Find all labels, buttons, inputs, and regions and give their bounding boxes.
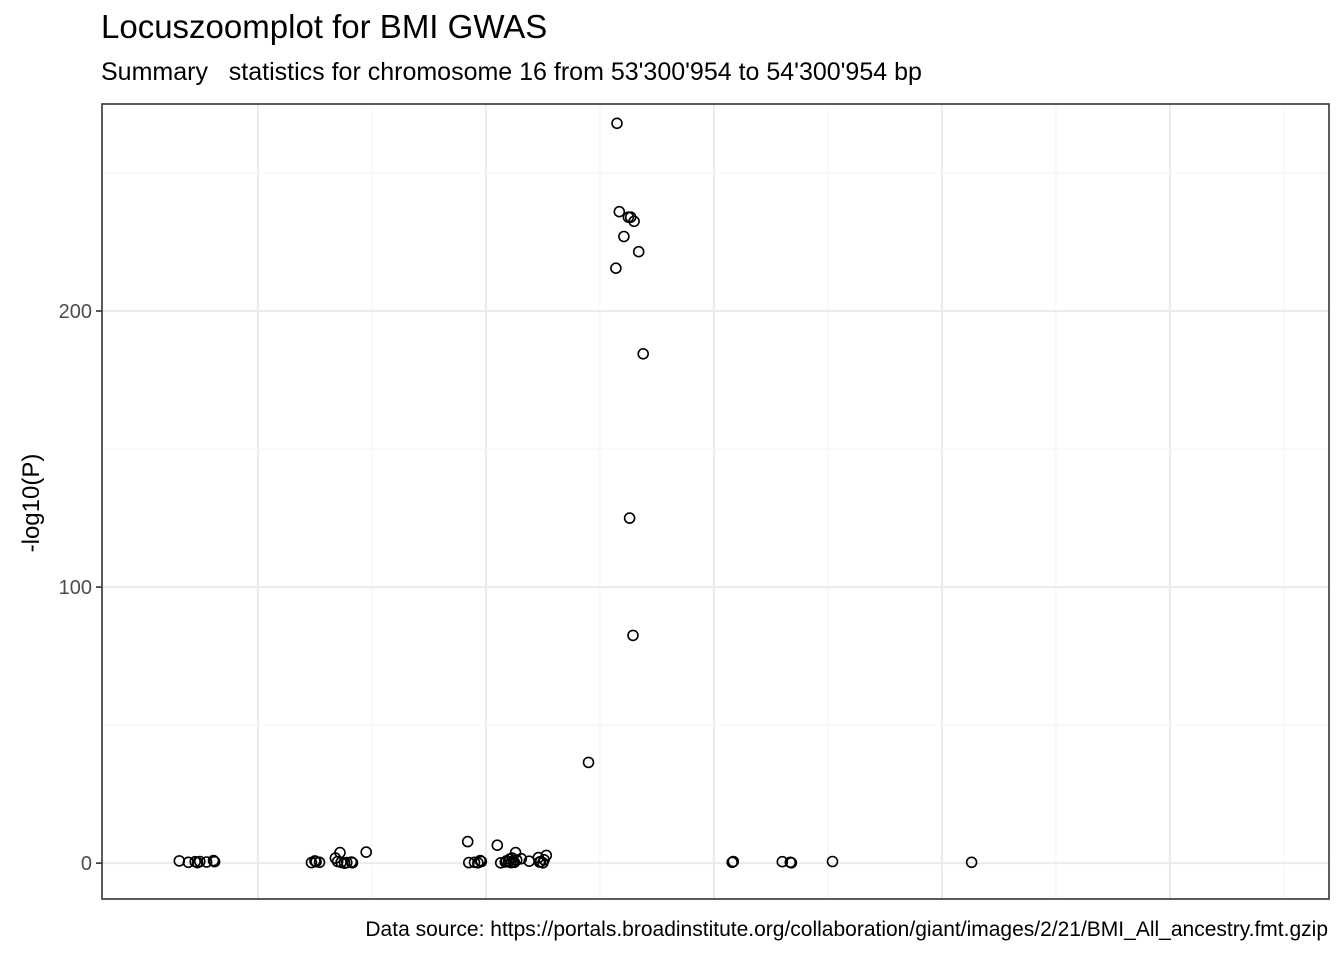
data-point [727,855,740,868]
data-point [826,855,839,868]
data-point [475,855,488,868]
data-point [965,856,978,869]
data-points [173,117,978,869]
data-point [611,117,623,130]
grid-lines [102,104,1329,899]
data-point [623,512,636,524]
y-tick-label: 100 [59,577,92,599]
y-axis: 0 100 200 [59,301,102,875]
data-point [200,856,213,868]
data-point [628,215,640,228]
data-point [313,856,326,869]
data-point [194,855,206,868]
chart-title: Locuszoomplot for BMI GWAS [101,8,548,45]
data-point [510,854,523,866]
data-point [637,347,650,360]
chart-caption: Data source: https://portals.broadinstit… [365,918,1328,941]
data-point [509,846,522,859]
data-point [208,855,221,868]
y-axis-title: -log10(P) [18,454,45,553]
data-point [340,856,353,869]
y-tick-label: 0 [81,853,92,875]
panel-border [101,103,1330,900]
data-point [346,856,359,869]
data-point [582,756,595,769]
data-point [491,839,504,852]
data-point [207,854,220,867]
data-point [515,852,528,865]
data-point [462,856,475,869]
data-point [618,230,630,243]
data-point [785,856,798,869]
data-point [613,205,626,218]
data-point [627,629,639,642]
data-point [461,835,474,848]
data-point [540,849,553,862]
chart-subtitle: Summary statistics for chromosome 16 fro… [101,58,922,86]
data-point [632,245,645,258]
data-point [182,856,195,869]
data-point [360,846,373,858]
data-point [610,262,622,275]
y-tick-label: 200 [59,301,92,323]
